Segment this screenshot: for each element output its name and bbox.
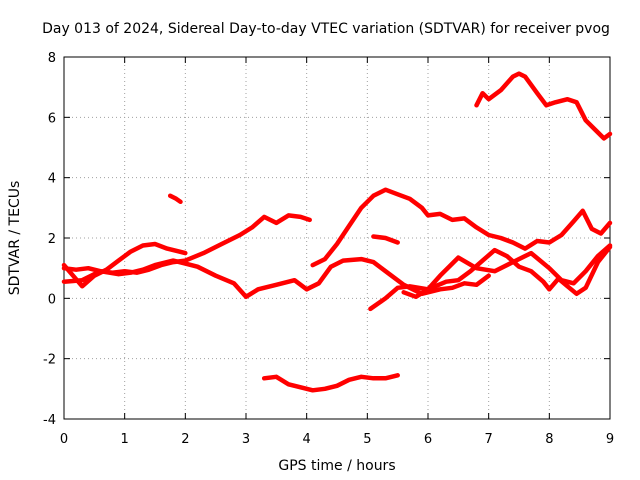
series-group xyxy=(61,71,613,393)
y-tick-label: 0 xyxy=(48,292,56,307)
y-axis-label: SDTVAR / TECUs xyxy=(7,181,23,296)
series-markers-arc-4 xyxy=(169,195,181,203)
y-tick-label: 6 xyxy=(48,111,56,126)
series-markers-arc-3 xyxy=(63,214,310,274)
x-tick-label: 2 xyxy=(181,432,189,447)
x-tick-label: 0 xyxy=(60,432,68,447)
y-tick-label: 8 xyxy=(48,51,56,66)
series-line-arc-9 xyxy=(261,373,400,393)
series-markers-arc-8 xyxy=(403,245,611,298)
series-line-arc-10 xyxy=(474,71,613,141)
x-axis-label: GPS time / hours xyxy=(278,458,395,474)
series-markers-arc-5 xyxy=(312,189,611,266)
series-line-arc-7 xyxy=(368,244,613,312)
x-tick-label: 4 xyxy=(303,432,311,447)
x-tick-label: 9 xyxy=(606,432,614,447)
grid-lines xyxy=(64,57,610,419)
series-markers-arc-7 xyxy=(370,246,611,310)
y-tick-label: 2 xyxy=(48,232,56,247)
y-tick-label: 4 xyxy=(48,172,56,187)
series-markers-arc-10 xyxy=(476,73,611,140)
y-tick-label: -4 xyxy=(43,413,56,428)
x-tick-label: 6 xyxy=(424,432,432,447)
series-markers-arc-9 xyxy=(264,374,398,391)
x-tick-label: 5 xyxy=(363,432,371,447)
x-tick-label: 3 xyxy=(242,432,250,447)
x-tick-label: 8 xyxy=(545,432,553,447)
x-tick-label: 7 xyxy=(485,432,493,447)
series-markers-arc-6 xyxy=(373,236,398,243)
axis-ticks: 0 1 2 3 4 5 6 7 8 9 -4 -2 0 2 4 6 8 xyxy=(43,51,614,447)
y-tick-label: -2 xyxy=(43,353,56,368)
series-line-arc-4 xyxy=(167,193,183,205)
x-tick-label: 1 xyxy=(121,432,129,447)
series-line-arc-2 xyxy=(61,241,188,289)
series-line-arc-5 xyxy=(310,187,613,268)
chart-title: Day 013 of 2024, Sidereal Day-to-day VTE… xyxy=(42,21,610,37)
